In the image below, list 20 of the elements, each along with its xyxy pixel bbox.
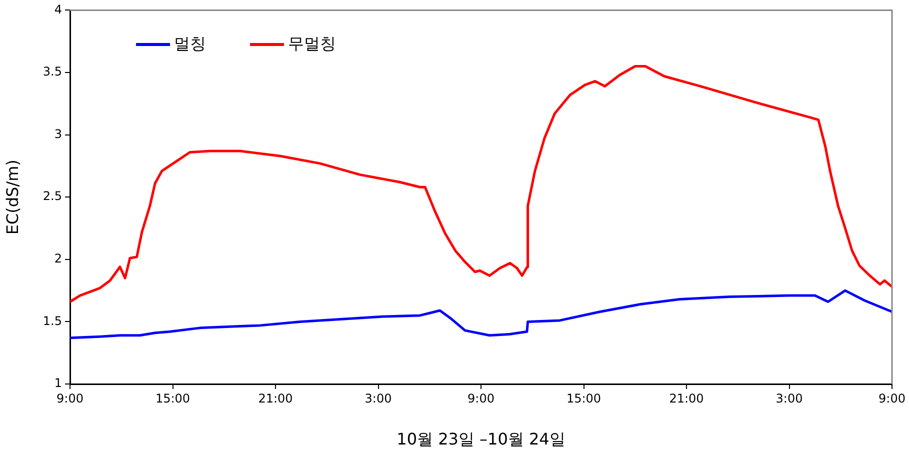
x-tick-label: 15:00 xyxy=(155,391,190,406)
x-axis-title: 10월 23일 –10월 24일 xyxy=(396,430,566,449)
y-axis-title: EC(dS/m) xyxy=(2,160,22,235)
x-tick-label: 3:00 xyxy=(776,391,803,406)
y-tick-label: 3.5 xyxy=(42,64,62,79)
x-tick-label: 9:00 xyxy=(56,391,84,406)
x-tick-label: 21:00 xyxy=(669,391,704,406)
x-tick-label: 9:00 xyxy=(878,391,906,406)
legend-label: 무멀칭 xyxy=(288,34,336,55)
x-tick-label: 3:00 xyxy=(364,391,392,406)
y-tick-label: 2 xyxy=(54,252,62,266)
y-tick-label: 3 xyxy=(54,126,62,141)
y-tick-label: 2.5 xyxy=(42,189,62,204)
x-tick-label: 15:00 xyxy=(566,391,602,406)
x-tick-label: 9:00 xyxy=(468,391,494,406)
y-tick-label: 4 xyxy=(54,2,62,16)
y-tick-label: 1.5 xyxy=(42,314,62,328)
y-tick-label: 1 xyxy=(54,376,62,390)
legend-label: 멀칭 xyxy=(174,34,206,55)
x-tick-label: 21:00 xyxy=(258,391,293,406)
